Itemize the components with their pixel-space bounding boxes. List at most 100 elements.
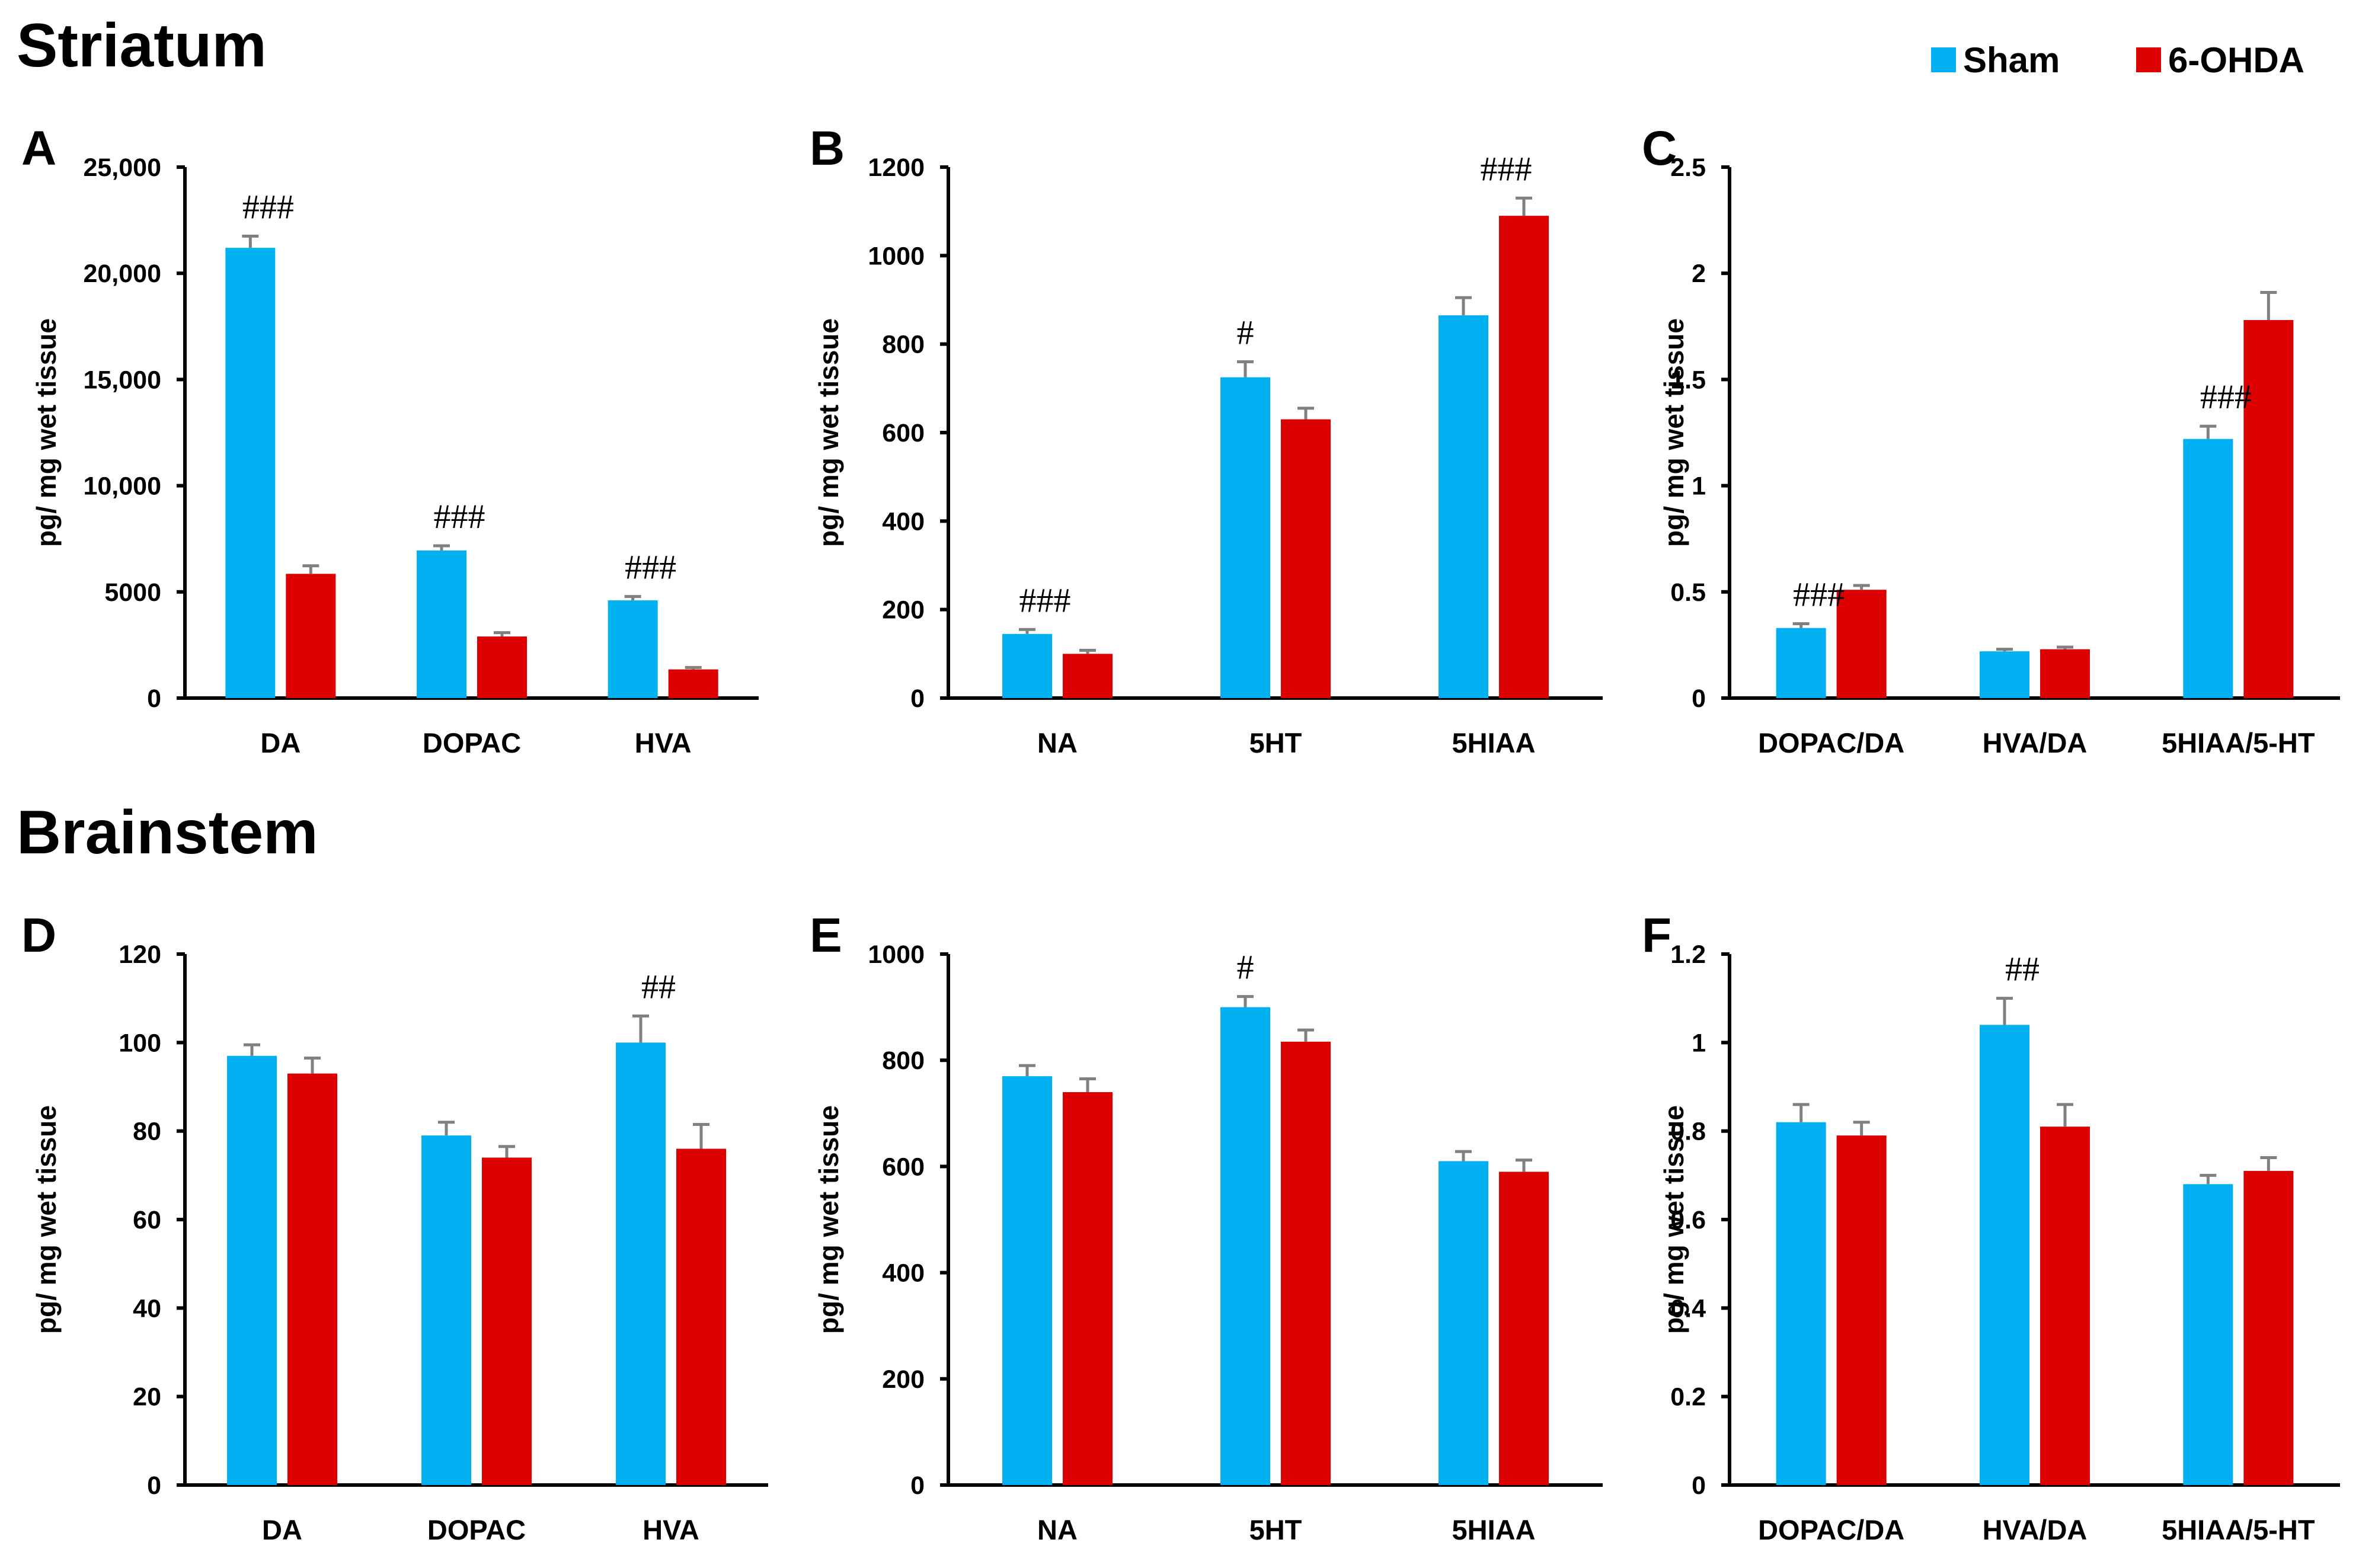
y-tick-label-f: 1 <box>1692 1029 1706 1057</box>
y-tick-label-b: 1000 <box>868 242 925 270</box>
bar-b-sham <box>1220 377 1270 698</box>
y-tick-label-f: 0.8 <box>1670 1118 1706 1146</box>
chart-panel-a: Apg/ mg wet tissue 0 5000 10,000 15,000 20,00… <box>21 121 759 759</box>
panel-letter-f: F <box>1642 908 1671 962</box>
y-tick-label-f: 0.4 <box>1670 1294 1706 1323</box>
y-tick-label-d: 80 <box>133 1118 161 1146</box>
significance-label-a: ### <box>434 497 485 536</box>
bar-b-ohda <box>1499 216 1549 699</box>
x-tick-label-e: NA <box>1037 1514 1078 1545</box>
bar-a-sham <box>417 550 466 698</box>
bar-c-ohda <box>1836 590 1887 698</box>
section-title-striatum: Striatum <box>17 11 267 80</box>
panel-letter-b: B <box>810 121 845 175</box>
y-tick-label-a: 5000 <box>104 578 161 607</box>
bar-d-sham <box>227 1055 277 1485</box>
legend-swatch-ohda <box>2136 47 2161 72</box>
y-axis-label-d: pg/ mg wet tissue <box>31 1105 62 1334</box>
bar-c-sham <box>1980 651 2029 698</box>
significance-label-d: ## <box>641 968 676 1006</box>
y-tick-label-e: 0 <box>910 1471 925 1500</box>
panel-letter-e: E <box>810 908 842 962</box>
x-tick-label-b: 5HT <box>1249 727 1302 759</box>
x-tick-label-f: 5HIAA/5-HT <box>2162 1514 2315 1545</box>
x-tick-label-d: HVA <box>643 1514 699 1545</box>
chart-panel-d: Dpg/ mg wet tissue 0 20 40 60 80 100 120 DA DOPAC… <box>21 908 768 1545</box>
bar-c-ohda <box>2040 649 2090 698</box>
y-tick-label-b: 600 <box>882 419 925 447</box>
bar-d-ohda <box>676 1148 726 1485</box>
bar-d-ohda <box>482 1157 532 1485</box>
y-tick-label-e: 400 <box>882 1259 925 1288</box>
bar-f-sham <box>1776 1122 1826 1485</box>
x-tick-label-a: DOPAC <box>423 727 521 759</box>
significance-label-e: # <box>1237 948 1254 987</box>
legend: Sham 6-OHDA <box>1931 40 2304 80</box>
y-axis-label-e: pg/ mg wet tissue <box>813 1105 844 1334</box>
bar-a-ohda <box>477 636 527 698</box>
bar-e-sham <box>1002 1076 1052 1485</box>
bar-a-ohda <box>668 669 718 698</box>
y-tick-label-c: 2 <box>1692 260 1706 288</box>
significance-label-f: ## <box>2005 950 2040 988</box>
y-tick-label-b: 800 <box>882 331 925 359</box>
y-tick-label-b: 200 <box>882 596 925 625</box>
panel-letter-d: D <box>21 908 56 962</box>
bar-b-sham <box>1439 315 1488 698</box>
bar-a-sham <box>608 600 658 698</box>
y-tick-label-c: 1.5 <box>1670 366 1706 394</box>
bar-f-sham <box>2183 1184 2233 1485</box>
y-tick-label-b: 0 <box>910 684 925 713</box>
panel-letter-c: C <box>1642 121 1677 175</box>
significance-label-b: # <box>1237 313 1254 352</box>
chart-panel-f: Fpg/ mg wet tissue 0 0.2 0.4 0.6 0.8 1 1.2 DOPAC… <box>1642 908 2340 1545</box>
y-tick-label-a: 10,000 <box>83 472 161 501</box>
x-tick-label-b: 5HIAA <box>1452 727 1535 759</box>
bar-c-ohda <box>2243 320 2294 698</box>
y-tick-label-e: 800 <box>882 1047 925 1075</box>
significance-label-a: ### <box>625 548 676 587</box>
bar-f-sham <box>1980 1025 2029 1485</box>
x-tick-label-b: NA <box>1037 727 1078 759</box>
legend-label-sham: Sham <box>1963 40 2060 80</box>
significance-label-b: ### <box>1019 581 1071 619</box>
panel-letter-a: A <box>21 121 56 175</box>
x-tick-label-c: 5HIAA/5-HT <box>2162 727 2315 759</box>
y-tick-label-d: 120 <box>119 940 161 969</box>
y-axis-label-a: pg/ mg wet tissue <box>31 318 62 547</box>
y-tick-label-a: 20,000 <box>83 260 161 288</box>
y-tick-label-c: 1 <box>1692 472 1706 501</box>
y-tick-label-b: 400 <box>882 507 925 536</box>
y-tick-label-c: 0 <box>1692 684 1706 713</box>
bar-f-ohda <box>2243 1170 2294 1485</box>
bar-d-ohda <box>287 1073 337 1485</box>
x-tick-label-e: 5HIAA <box>1452 1514 1535 1545</box>
y-tick-label-f: 1.2 <box>1670 940 1706 969</box>
y-axis-label-c: pg/ mg wet tissue <box>1658 318 1689 547</box>
x-tick-label-d: DOPAC <box>427 1514 526 1545</box>
significance-label-a: ### <box>242 187 294 226</box>
chart-panel-e: Epg/ mg wet tissue 0 200 400 600 800 1000 NA 5HT… <box>810 908 1603 1545</box>
bar-d-sham <box>616 1042 666 1485</box>
y-tick-label-e: 200 <box>882 1365 925 1394</box>
chart-panel-b: Bpg/ mg wet tissue 0 200 400 600 800 1000 1200 N… <box>810 121 1603 759</box>
y-tick-label-d: 40 <box>133 1294 161 1323</box>
x-tick-label-d: DA <box>262 1514 302 1545</box>
significance-label-c: ### <box>1793 575 1845 614</box>
bar-f-ohda <box>1836 1135 1887 1485</box>
x-tick-label-c: HVA/DA <box>1983 727 2088 759</box>
bar-e-ohda <box>1063 1092 1113 1485</box>
legend-label-ohda: 6-OHDA <box>2168 40 2304 80</box>
bar-e-ohda <box>1281 1041 1331 1485</box>
x-tick-label-f: DOPAC/DA <box>1758 1514 1904 1545</box>
y-tick-label-f: 0 <box>1692 1471 1706 1500</box>
bar-c-sham <box>1776 628 1826 698</box>
y-axis-label-b: pg/ mg wet tissue <box>813 318 844 547</box>
panels: Apg/ mg wet tissue 0 5000 10,000 15,000 20,00… <box>21 121 2340 1545</box>
bar-b-ohda <box>1281 419 1331 698</box>
legend-swatch-sham <box>1931 47 1956 72</box>
chart-panel-c: Cpg/ mg wet tissue 0 0.5 1 1.5 2 2.5 DOPAC/DA HV… <box>1642 121 2340 759</box>
y-tick-label-e: 1000 <box>868 940 925 969</box>
bar-f-ohda <box>2040 1127 2090 1485</box>
